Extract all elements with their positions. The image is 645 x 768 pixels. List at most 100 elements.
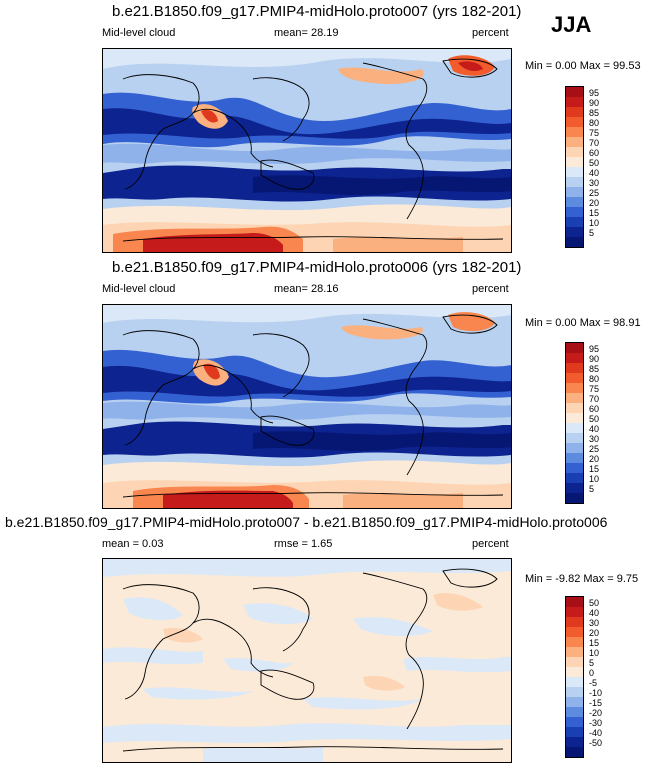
panel-3-colorbar-swatch bbox=[566, 657, 583, 667]
panel-2-title: b.e21.B1850.f09_g17.PMIP4-midHolo.proto0… bbox=[112, 259, 522, 276]
panel-1-colorbar-swatch bbox=[566, 147, 583, 157]
panel-1-colorbar-tick: 15 bbox=[589, 208, 600, 218]
panel-1-map-graphic bbox=[103, 49, 511, 252]
panel-1-mean-label: mean= 28.19 bbox=[274, 27, 339, 39]
panel-2-stats-label: Min = 0.00 Max = 98.91 bbox=[525, 317, 641, 329]
panel-3-colorbar-swatch bbox=[566, 737, 583, 747]
panel-2-colorbar-swatch bbox=[566, 473, 583, 483]
panel-1-colorbar-tick: 25 bbox=[589, 188, 600, 198]
panel-1-units-label: percent bbox=[472, 27, 509, 39]
panel-3-colorbar-swatch bbox=[566, 637, 583, 647]
panel-1-colorbar-tick: 40 bbox=[589, 168, 600, 178]
panel-3-colorbar bbox=[565, 596, 584, 758]
panel-3-colorbar-tick: 0 bbox=[589, 668, 595, 678]
panel-1-colorbar-swatch bbox=[566, 117, 583, 127]
panel-3-colorbar-tick: -10 bbox=[589, 688, 603, 698]
panel-2-colorbar-swatch bbox=[566, 413, 583, 423]
panel-3-colorbar-tick: 20 bbox=[589, 628, 600, 638]
panel-2-mean-label: mean= 28.16 bbox=[274, 283, 339, 295]
panel-1-colorbar-swatch bbox=[566, 107, 583, 117]
panel-2-colorbar-tick: 75 bbox=[589, 384, 600, 394]
panel-2-colorbar-swatch bbox=[566, 393, 583, 403]
panel-3-mean-label: mean = 0.03 bbox=[102, 538, 164, 550]
panel-3-colorbar-tick: -50 bbox=[589, 738, 603, 748]
panel-2-colorbar-tick: 25 bbox=[589, 444, 600, 454]
panel-3-colorbar-swatch bbox=[566, 667, 583, 677]
panel-1-colorbar-swatch bbox=[566, 227, 583, 237]
panel-2-colorbar-swatch bbox=[566, 343, 583, 353]
panel-1-colorbar-swatch bbox=[566, 127, 583, 137]
panel-3-colorbar-swatch bbox=[566, 747, 583, 757]
panel-3-map bbox=[102, 558, 512, 763]
panel-3-colorbar-tick: 40 bbox=[589, 608, 600, 618]
panel-2-colorbar-swatch bbox=[566, 453, 583, 463]
panel-3-colorbar-tick: 50 bbox=[589, 598, 600, 608]
panel-1-colorbar bbox=[565, 86, 584, 248]
panel-1-colorbar-swatch bbox=[566, 167, 583, 177]
panel-2-colorbar-tick: 5 bbox=[589, 484, 595, 494]
panel-2-colorbar-swatch bbox=[566, 493, 583, 503]
panel-3-colorbar-swatch bbox=[566, 677, 583, 687]
panel-2-colorbar-swatch bbox=[566, 463, 583, 473]
panel-3-stats-label: Min = -9.82 Max = 9.75 bbox=[525, 573, 639, 585]
panel-2-colorbar-tick: 85 bbox=[589, 364, 600, 374]
panel-2-colorbar-swatch bbox=[566, 483, 583, 493]
panel-2-colorbar-tick: 90 bbox=[589, 354, 600, 364]
panel-3-colorbar-swatch bbox=[566, 647, 583, 657]
panel-1-colorbar-tick: 20 bbox=[589, 198, 600, 208]
panel-3-colorbar-tick: 15 bbox=[589, 638, 600, 648]
panel-3-colorbar-swatch bbox=[566, 727, 583, 737]
panel-2-colorbar-swatch bbox=[566, 423, 583, 433]
panel-3-rmse-label: rmse = 1.65 bbox=[274, 538, 333, 550]
panel-3-colorbar-tick: -20 bbox=[589, 708, 603, 718]
panel-2-colorbar-swatch bbox=[566, 363, 583, 373]
panel-3-colorbar-swatch bbox=[566, 707, 583, 717]
panel-1-colorbar-tick: 10 bbox=[589, 218, 600, 228]
panel-2-colorbar-tick: 95 bbox=[589, 344, 600, 354]
panel-3-colorbar-tick: 30 bbox=[589, 618, 600, 628]
panel-2-colorbar-tick: 50 bbox=[589, 414, 600, 424]
panel-1-colorbar-swatch bbox=[566, 207, 583, 217]
panel-1-colorbar-swatch bbox=[566, 187, 583, 197]
panel-1-colorbar-swatch bbox=[566, 177, 583, 187]
panel-3-colorbar-tick: -15 bbox=[589, 698, 603, 708]
panel-3-colorbar-swatch bbox=[566, 617, 583, 627]
season-label: JJA bbox=[551, 12, 592, 37]
panel-3-colorbar-swatch bbox=[566, 697, 583, 707]
panel-2-variable-label: Mid-level cloud bbox=[102, 283, 176, 295]
panel-2-colorbar-tick: 20 bbox=[589, 454, 600, 464]
panel-2-colorbar-swatch bbox=[566, 353, 583, 363]
panel-1-colorbar-swatch bbox=[566, 87, 583, 97]
panel-1-colorbar-swatch bbox=[566, 157, 583, 167]
panel-1-colorbar-tick: 95 bbox=[589, 88, 600, 98]
panel-2-colorbar-tick: 15 bbox=[589, 464, 600, 474]
panel-2-map bbox=[102, 304, 512, 509]
panel-2-colorbar-tick: 10 bbox=[589, 474, 600, 484]
panel-1-colorbar-tick: 50 bbox=[589, 158, 600, 168]
panel-2-colorbar-swatch bbox=[566, 383, 583, 393]
panel-2-colorbar-tick: 40 bbox=[589, 424, 600, 434]
panel-1-title: b.e21.B1850.f09_g17.PMIP4-midHolo.proto0… bbox=[112, 3, 522, 20]
panel-3-title: b.e21.B1850.f09_g17.PMIP4-midHolo.proto0… bbox=[5, 514, 608, 530]
panel-1-colorbar-tick: 60 bbox=[589, 148, 600, 158]
panel-2-colorbar-swatch bbox=[566, 443, 583, 453]
panel-3-colorbar-swatch bbox=[566, 687, 583, 697]
panel-1-colorbar-tick: 90 bbox=[589, 98, 600, 108]
panel-3-colorbar-swatch bbox=[566, 597, 583, 607]
panel-2-colorbar-tick: 30 bbox=[589, 434, 600, 444]
panel-3-colorbar-tick: 10 bbox=[589, 648, 600, 658]
panel-2-colorbar-tick: 80 bbox=[589, 374, 600, 384]
panel-1-map bbox=[102, 48, 512, 253]
panel-3-units-label: percent bbox=[472, 538, 509, 550]
panel-2-colorbar-swatch bbox=[566, 433, 583, 443]
panel-2-units-label: percent bbox=[472, 283, 509, 295]
panel-1-colorbar-swatch bbox=[566, 217, 583, 227]
panel-1-colorbar-swatch bbox=[566, 97, 583, 107]
panel-1-stats-label: Min = 0.00 Max = 99.53 bbox=[525, 60, 641, 72]
panel-2-colorbar-tick: 60 bbox=[589, 404, 600, 414]
panel-3-colorbar-tick: -5 bbox=[589, 678, 598, 688]
panel-2-colorbar-swatch bbox=[566, 403, 583, 413]
panel-1-colorbar-tick: 75 bbox=[589, 128, 600, 138]
panel-1-colorbar-tick: 85 bbox=[589, 108, 600, 118]
panel-1-colorbar-tick: 30 bbox=[589, 178, 600, 188]
